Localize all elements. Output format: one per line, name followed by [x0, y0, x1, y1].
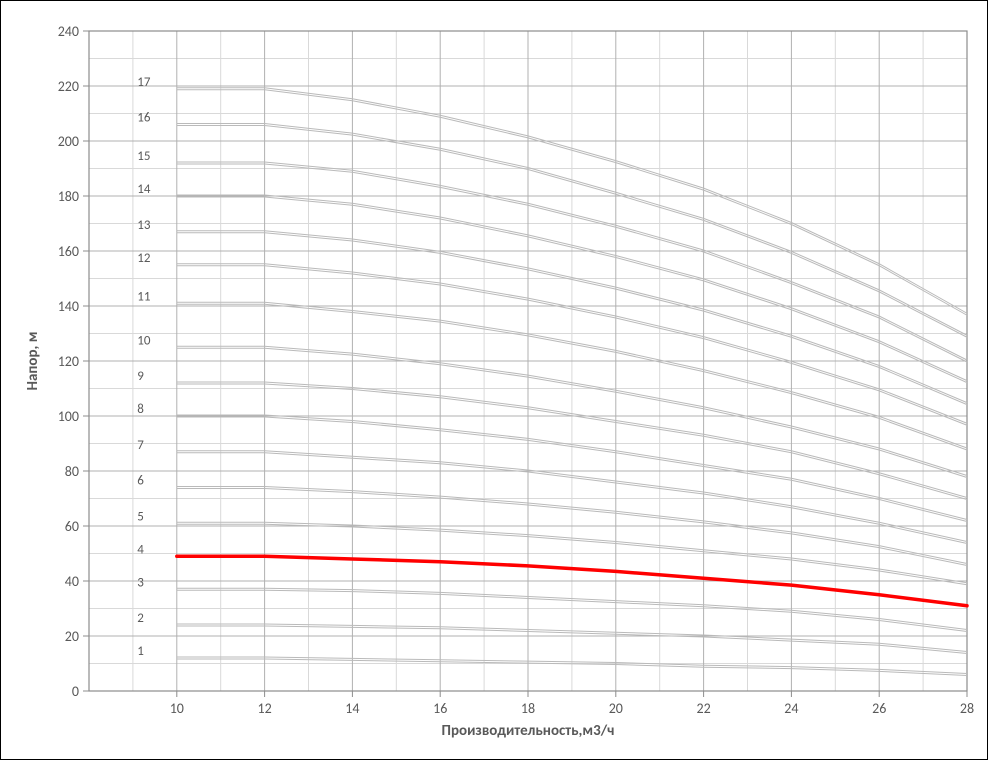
y-tick-label: 240: [58, 23, 79, 40]
series-label-4: 4: [137, 542, 144, 557]
series-label-2: 2: [137, 611, 144, 626]
y-tick-label: 200: [58, 133, 79, 150]
x-tick-label: 12: [257, 700, 271, 717]
y-tick-label: 80: [65, 463, 79, 480]
series-label-7: 7: [137, 438, 144, 453]
series-label-3: 3: [137, 575, 144, 590]
y-axis-label: Напор, м: [24, 332, 42, 391]
y-tick-label: 60: [65, 518, 79, 535]
series-label-13: 13: [137, 218, 151, 233]
series-label-11: 11: [137, 289, 150, 304]
x-tick-label: 20: [609, 700, 623, 717]
x-tick-label: 26: [872, 700, 886, 717]
x-tick-label: 10: [170, 700, 184, 717]
x-tick-label: 24: [784, 700, 798, 717]
y-tick-label: 20: [65, 628, 79, 645]
pump-curves-chart: 1234567891011121314151617101214161820222…: [9, 9, 979, 751]
series-label-6: 6: [137, 474, 144, 489]
series-label-10: 10: [137, 333, 151, 348]
x-axis-label: Производительность,м3/ч: [442, 722, 615, 740]
y-tick-label: 220: [58, 78, 79, 95]
y-tick-label: 180: [58, 188, 79, 205]
y-tick-label: 140: [58, 298, 79, 315]
x-tick-label: 18: [521, 700, 535, 717]
x-tick-label: 14: [345, 700, 359, 717]
y-tick-label: 0: [72, 683, 79, 700]
series-label-16: 16: [137, 111, 151, 126]
y-tick-label: 40: [65, 573, 79, 590]
chart-container: 1234567891011121314151617101214161820222…: [9, 9, 979, 751]
series-label-9: 9: [137, 369, 144, 384]
series-label-15: 15: [137, 149, 150, 164]
y-tick-label: 160: [58, 243, 79, 260]
series-label-12: 12: [137, 251, 151, 266]
y-tick-label: 100: [58, 408, 79, 425]
series-label-1: 1: [137, 644, 144, 659]
x-tick-label: 28: [960, 700, 974, 717]
x-tick-label: 16: [433, 700, 447, 717]
series-label-14: 14: [137, 182, 151, 197]
series-label-17: 17: [137, 75, 151, 90]
series-label-5: 5: [137, 509, 144, 524]
x-tick-label: 22: [696, 700, 710, 717]
y-tick-label: 120: [58, 353, 79, 370]
series-label-8: 8: [137, 402, 144, 417]
chart-frame: 1234567891011121314151617101214161820222…: [0, 0, 988, 760]
